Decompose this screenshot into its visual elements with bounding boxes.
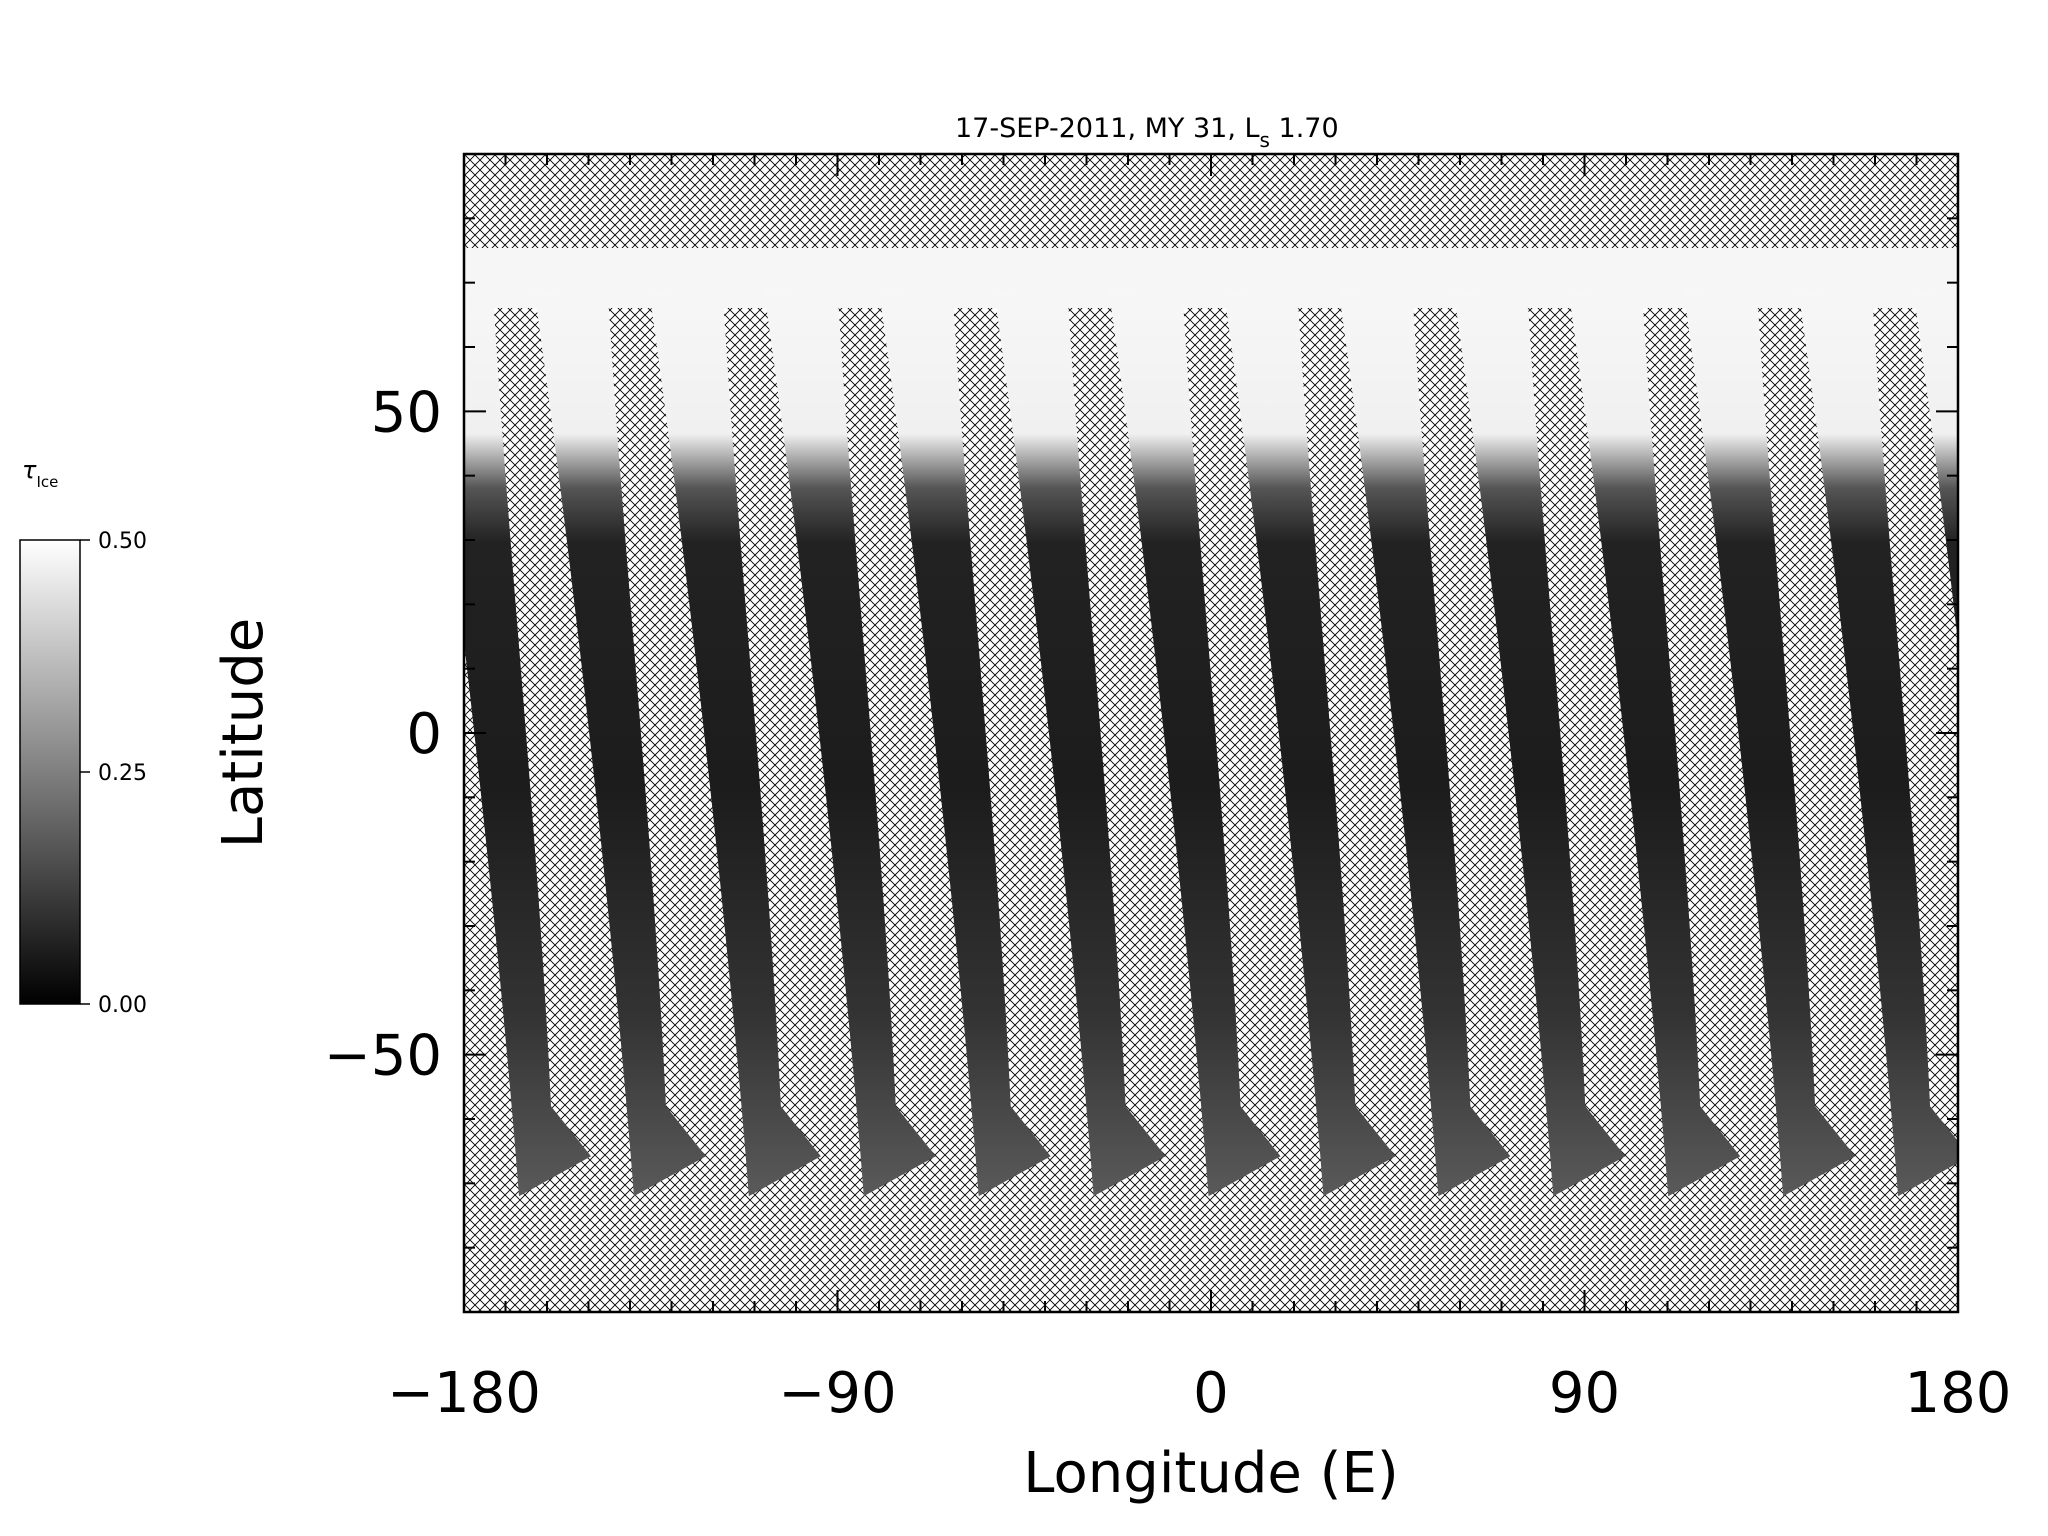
x-axis-label: Longitude (E) [1023, 1441, 1398, 1506]
orbit-swath [763, 288, 936, 1197]
orbit-swath [1798, 288, 1958, 1197]
colorbar-tick-label: 0.00 [98, 993, 147, 1018]
x-tick-labels: −180 −90 0 90 180 [387, 1361, 2011, 1426]
orbit-swath [1223, 288, 1396, 1197]
orbit-swath [533, 288, 706, 1197]
x-tick-label: 180 [1905, 1361, 2012, 1426]
x-tick-label: 90 [1549, 1361, 1620, 1426]
y-tick-label: 0 [406, 702, 442, 767]
orbit-swath [464, 300, 591, 1197]
orbit-swath [648, 288, 821, 1197]
orbit-swaths [464, 288, 1958, 1197]
orbit-swath [878, 288, 1051, 1197]
orbit-swath [1683, 288, 1856, 1197]
orbit-swath [993, 288, 1166, 1197]
axis-ticks [463, 153, 1959, 1313]
orbit-swath [1568, 288, 1741, 1197]
colorbar-ticks: 0.50 0.25 0.00 [80, 529, 147, 1018]
colorbar-gradient [19, 539, 81, 1005]
y-tick-labels: 50 0 −50 [324, 380, 442, 1088]
x-tick-label: −180 [387, 1361, 541, 1426]
orbit-swath [1453, 288, 1626, 1197]
y-axis-label: Latitude [211, 618, 276, 848]
colorbar-tick-label: 0.50 [98, 529, 147, 554]
orbit-swath [1913, 288, 1958, 643]
colorbar-label-subscript: Ice [36, 473, 58, 491]
colorbar-tick-label: 0.25 [98, 761, 147, 786]
orbit-swath [1108, 288, 1281, 1197]
chart-title-subscript: s [1260, 128, 1270, 152]
y-tick-label: −50 [324, 1024, 442, 1089]
x-tick-label: 0 [1193, 1361, 1229, 1426]
orbit-swath [1338, 288, 1511, 1197]
colorbar: τIce 0.50 0.25 0.00 [19, 456, 147, 1018]
chart-title: 17-SEP-2011, MY 31, Ls 1.70 [955, 113, 1339, 152]
x-tick-label: −90 [778, 1361, 896, 1426]
y-tick-label: 50 [371, 380, 442, 445]
colorbar-label: τIce [22, 456, 58, 491]
